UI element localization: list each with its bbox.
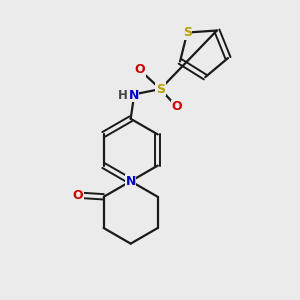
Text: O: O <box>134 63 145 76</box>
Text: N: N <box>128 88 139 101</box>
Text: N: N <box>125 175 136 188</box>
Text: O: O <box>73 189 83 202</box>
Text: S: S <box>183 26 192 39</box>
Text: S: S <box>156 82 165 96</box>
Text: O: O <box>171 100 182 113</box>
Text: H: H <box>118 88 128 101</box>
